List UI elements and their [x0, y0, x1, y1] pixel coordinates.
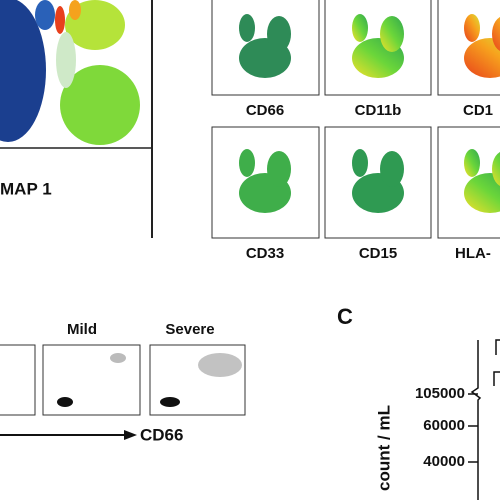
marker-plots — [211, 0, 500, 239]
marker-label: CD11b — [355, 102, 402, 119]
marker-label: CD66 — [246, 102, 284, 119]
marker-label: CD1 — [463, 102, 493, 119]
y-tick-label: 105000 — [415, 385, 465, 402]
y-axis-label: count / mL — [374, 405, 393, 491]
y-tick-label: 60000 — [423, 417, 465, 434]
dot-plots — [0, 344, 246, 416]
group-label: Severe — [165, 321, 214, 338]
umap-axis-label: MAP 1 — [0, 179, 52, 198]
marker-label: HLA- — [455, 245, 491, 262]
group-label: Mild — [67, 321, 97, 338]
y-axis — [468, 339, 500, 500]
y-tick-label: 40000 — [423, 453, 465, 470]
panel-letter: C — [337, 304, 353, 329]
axis-label: CD66 — [140, 425, 183, 444]
marker-label: CD15 — [359, 245, 397, 262]
umap-main — [0, 0, 153, 238]
marker-label: CD33 — [246, 245, 284, 262]
